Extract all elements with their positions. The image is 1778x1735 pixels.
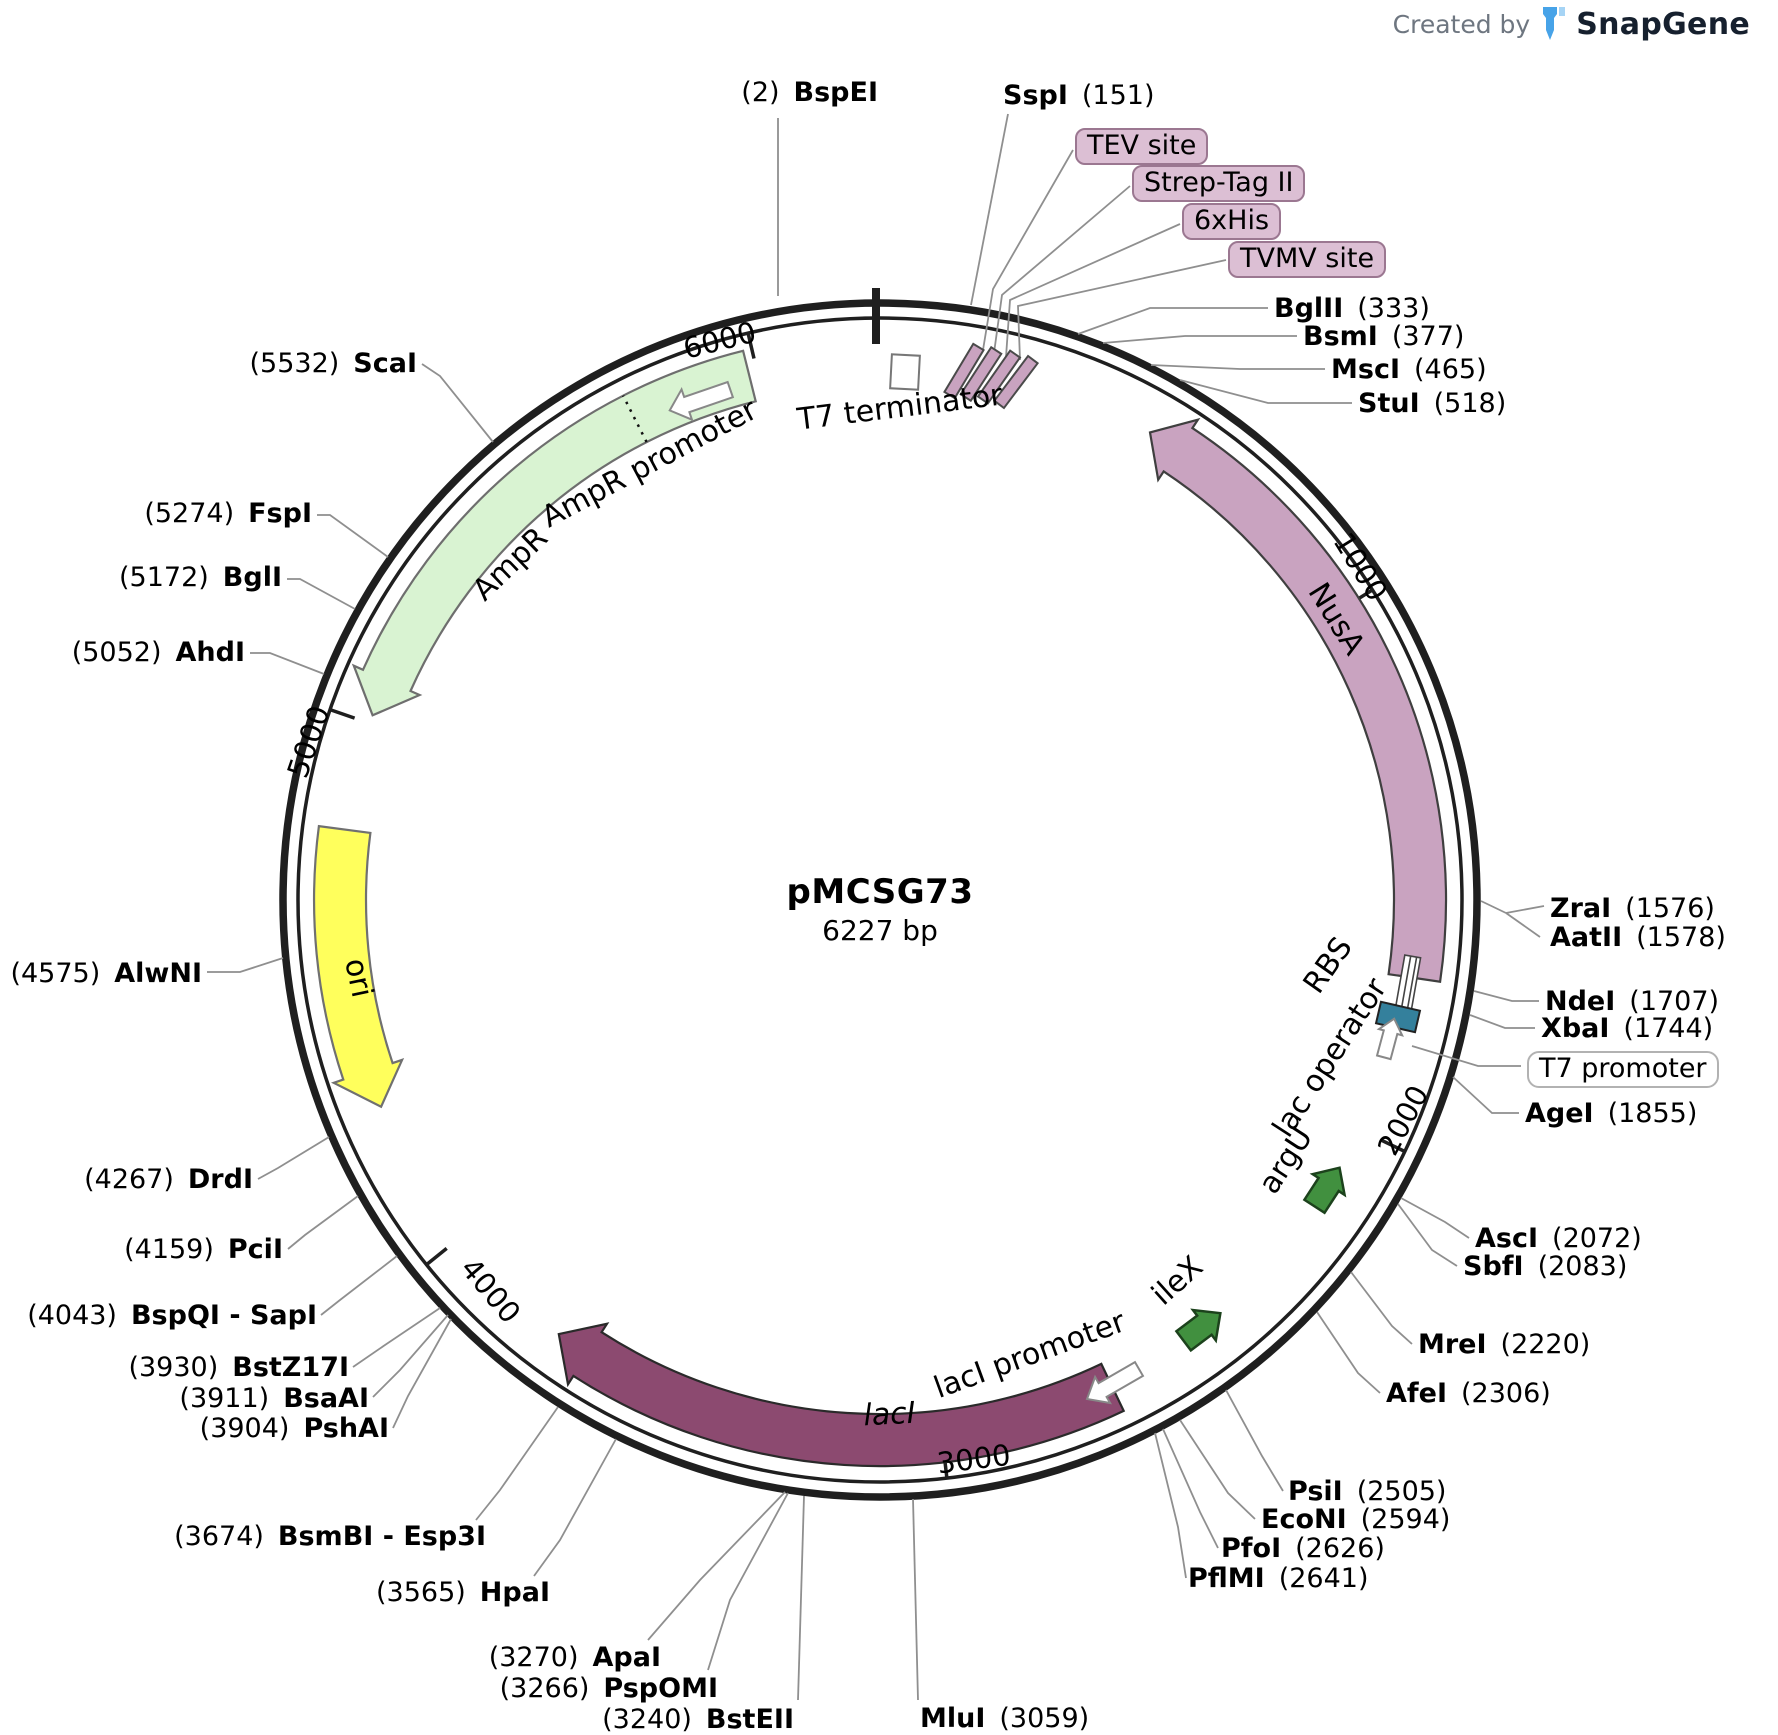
site-pfoi: PfoI (2626) [1221, 1533, 1385, 1564]
plasmid-name: pMCSG73 [786, 872, 974, 912]
t7-terminator-feature [889, 353, 921, 391]
site-bspei: (2) BspEI [741, 77, 878, 108]
his-tag-boxed-label: 6xHis [1182, 203, 1282, 240]
plasmid-title-block: pMCSG73 6227 bp [680, 872, 1080, 947]
snapgene-brand-text: SnapGene [1576, 6, 1750, 42]
site-mrei: MreI (2220) [1418, 1329, 1591, 1360]
site-agei: AgeI (1855) [1525, 1098, 1698, 1129]
his-tag-feature [976, 349, 1022, 405]
ampr-promoter-divider [621, 395, 648, 443]
argu-label: argU [1252, 1121, 1320, 1200]
lac-operator-label: lac operator [1266, 972, 1395, 1144]
site-drdi: (4267) DrdI [84, 1164, 253, 1195]
site-sbfi: SbfI (2083) [1463, 1251, 1628, 1282]
site-bglii: BglII (333) [1274, 293, 1430, 324]
strep-tag-feature [959, 345, 1003, 403]
site-scai: (5532) ScaI [249, 348, 418, 379]
site-bsmbi-esp3i: (3674) BsmBI - Esp3I [174, 1521, 486, 1552]
laci-promoter-feature [1085, 1360, 1145, 1405]
site-bspqi-sapi: (4043) BspQI - SapI [27, 1300, 317, 1331]
site-bgli: (5172) BglI [119, 562, 282, 593]
t7-promoter-boxed-label: T7 promoter [1527, 1051, 1719, 1088]
strep-tag-boxed-label: Strep-Tag II [1132, 165, 1306, 202]
ilex-feature-arrow [1174, 1308, 1222, 1353]
site-fspi: (5274) FspI [144, 498, 312, 529]
plasmid-size: 6227 bp [822, 914, 938, 947]
site-afei: AfeI (2306) [1386, 1378, 1551, 1409]
site-mlui: MluI (3059) [920, 1703, 1090, 1734]
site-pcii: (4159) PciI [124, 1234, 283, 1265]
site-alwni: (4575) AlwNI [10, 958, 202, 989]
site-bsaai: (3911) BsaAI [179, 1383, 369, 1414]
tvmv-site-feature [992, 354, 1040, 410]
tick-label-5000: 5000 [280, 701, 336, 782]
site-hpai: (3565) HpaI [376, 1577, 550, 1608]
site-ndei: NdeI (1707) [1545, 986, 1720, 1017]
tvmv-site-boxed-label: TVMV site [1228, 241, 1387, 278]
site-econi: EcoNI (2594) [1261, 1504, 1451, 1535]
tag-features [943, 342, 1040, 410]
argu-feature-arrow [1302, 1166, 1347, 1215]
created-by-text: Created by [1392, 9, 1531, 39]
ampr-promoter-feature [668, 380, 735, 422]
ori-label: ori [337, 955, 379, 1000]
site-bsmi: BsmI (377) [1303, 321, 1465, 352]
site-bsteii: (3240) BstEII [602, 1704, 794, 1735]
rbs-label: RBS [1297, 931, 1360, 1000]
t7-promoter-feature [1375, 1017, 1404, 1061]
leader-lines [207, 113, 1545, 1701]
site-zrai: ZraI (1576) [1550, 893, 1715, 924]
site-aatii: AatII (1578) [1550, 922, 1726, 953]
tick-label-4000: 4000 [454, 1251, 527, 1329]
nusa-feature-arrow [1148, 417, 1448, 983]
tev-site-boxed-label: TEV site [1075, 128, 1209, 165]
site-sspi: SspI (151) [1003, 80, 1155, 111]
site-apai: (3270) ApaI [488, 1642, 661, 1673]
snapgene-logo-icon [1540, 6, 1566, 42]
laci-feature-arrow [557, 1322, 1126, 1468]
site-stui: StuI (518) [1358, 388, 1507, 419]
ilex-label: ileX [1145, 1249, 1210, 1312]
site-bstz17i: (3930) BstZ17I [128, 1352, 349, 1383]
site-psii: PsiI (2505) [1288, 1476, 1447, 1507]
site-xbai: XbaI (1744) [1541, 1013, 1714, 1044]
site-asci: AscI (2072) [1475, 1223, 1642, 1254]
site-pspomi: (3266) PspOMI [499, 1673, 718, 1704]
site-pflmi: PflMI (2641) [1188, 1563, 1369, 1594]
ori-feature-arrow [312, 824, 405, 1109]
site-msci: MscI (465) [1331, 354, 1487, 385]
tev-site-feature [943, 342, 985, 400]
site-ahdi: (5052) AhdI [71, 637, 245, 668]
site-pshai: (3904) PshAI [199, 1413, 389, 1444]
credit-bar: Created by SnapGene [1393, 6, 1750, 42]
laci-label: lacI [863, 1396, 917, 1434]
